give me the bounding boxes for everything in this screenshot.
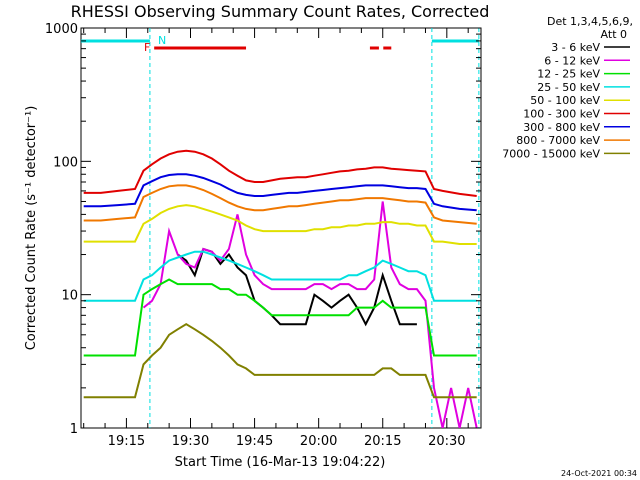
legend-header-line2: Att 0: [601, 28, 627, 41]
series-line: [177, 247, 417, 327]
footer-timestamp: 24-Oct-2021 00:34: [561, 469, 637, 478]
eclipse-boundaries: [149, 28, 480, 428]
y-axis: 1 10 100 1000: [45, 22, 481, 437]
flare-flag-label: F: [144, 41, 150, 54]
legend-entry-label: 300 - 800 keV: [523, 121, 600, 134]
chart-title: RHESSI Observing Summary Count Rates, Co…: [71, 2, 490, 21]
series-line: [83, 323, 477, 399]
flag-layer: [81, 39, 479, 50]
y-tick-label: 10: [61, 289, 78, 304]
series-line: [83, 204, 477, 245]
plot-frame: [80, 27, 482, 429]
series-line: [142, 201, 478, 428]
series-layer: [83, 149, 478, 428]
y-axis-label: Corrected Count Rate (s⁻¹ detector⁻¹): [24, 106, 39, 351]
legend-entry-label: 25 - 50 keV: [537, 81, 600, 94]
x-axis-label: Start Time (16-Mar-13 19:04:22): [175, 455, 386, 470]
x-tick-label: 19:30: [172, 434, 209, 449]
legend-entry-label: 3 - 6 keV: [551, 41, 600, 54]
x-axis: 19:15 19:30 19:45 20:00 20:15 20:30: [83, 28, 469, 449]
series-line: [83, 250, 477, 302]
series-line: [83, 184, 477, 225]
legend-entry-label: 100 - 300 keV: [523, 108, 600, 121]
legend-entry-label: 12 - 25 keV: [537, 68, 600, 81]
legend-entry-label: 50 - 100 keV: [530, 94, 600, 107]
y-tick-label: 1: [70, 422, 78, 437]
x-tick-label: 20:15: [364, 434, 401, 449]
series-line: [83, 278, 477, 357]
legend-entry-label: 800 - 7000 keV: [516, 134, 600, 147]
legend-header-line1: Det 1,3,4,5,6,9,: [547, 15, 633, 28]
legend-entry-label: 7000 - 15000 keV: [502, 147, 600, 160]
x-tick-label: 20:30: [428, 434, 465, 449]
night-flag-label: N: [158, 34, 166, 47]
legend-entry-label: 6 - 12 keV: [544, 54, 600, 67]
series-line: [83, 173, 477, 212]
y-tick-label: 100: [53, 155, 78, 170]
series-line: [83, 149, 477, 197]
x-tick-label: 20:00: [300, 434, 337, 449]
x-tick-label: 19:45: [236, 434, 273, 449]
x-tick-label: 19:15: [108, 434, 145, 449]
y-tick-label: 1000: [45, 22, 78, 37]
